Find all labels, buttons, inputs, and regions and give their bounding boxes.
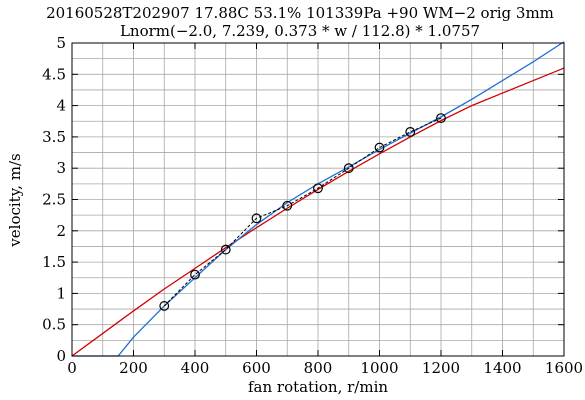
y-tick-label: 3.5 (42, 128, 66, 146)
chart-subtitle: Lnorm(−2.0, 7.239, 0.373 * w / 112.8) * … (120, 22, 480, 40)
y-tick-label: 3 (56, 159, 66, 177)
y-tick-label: 0 (56, 347, 66, 365)
x-tick-label: 1000 (360, 359, 398, 377)
x-tick-label: 400 (181, 359, 210, 377)
y-tick-label: 2.5 (42, 191, 66, 209)
y-tick-label: 0.5 (42, 316, 66, 334)
y-tick-label: 2 (56, 222, 66, 240)
x-tick-label: 1400 (483, 359, 521, 377)
data-point-marker (251, 213, 262, 224)
data-point-marker (313, 183, 323, 194)
y-tick-label: 4 (56, 97, 66, 115)
data-point-marker (220, 244, 231, 255)
y-axis-label: velocity, m/s (6, 153, 24, 247)
ticks: 0 200 400 600 800 1000 1200 1400 1600 0 0.5 1 1.5 2 2.… (42, 34, 583, 377)
y-tick-label: 1 (56, 284, 66, 302)
series-layer (71, 41, 565, 357)
red-series-line (71, 67, 565, 357)
x-tick-label: 600 (242, 359, 271, 377)
data-point-marker (343, 163, 354, 174)
y-tick-label: 4.5 (42, 65, 66, 83)
y-tick-label: 1.5 (42, 253, 66, 271)
y-tick-label: 5 (56, 34, 66, 52)
x-tick-label: 800 (304, 359, 333, 377)
data-point-marker (190, 269, 200, 280)
chart-title: 20160528T202907 17.88C 53.1% 101339Pa +9… (46, 4, 554, 22)
measured-series-line (163, 117, 442, 307)
data-point-marker (282, 200, 293, 211)
data-point-marker (436, 113, 446, 124)
x-tick-label: 200 (119, 359, 148, 377)
x-axis-label: fan rotation, r/min (248, 378, 388, 396)
grid (71, 42, 565, 357)
x-tick-label: 0 (67, 359, 77, 377)
x-tick-label: 1600 (545, 359, 583, 377)
data-point-marker (405, 126, 416, 137)
x-tick-label: 1200 (422, 359, 460, 377)
data-point-marker (374, 142, 385, 153)
data-point-marker (159, 301, 170, 311)
